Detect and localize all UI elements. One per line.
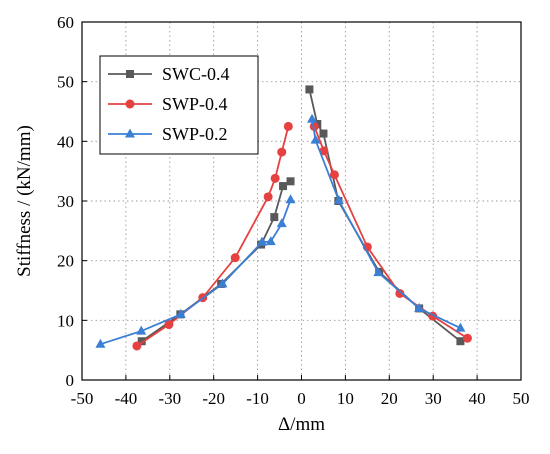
data-point (333, 194, 344, 204)
data-point (279, 182, 288, 191)
data-point (395, 288, 405, 298)
series-line (136, 126, 290, 347)
data-point (95, 338, 106, 348)
data-point (265, 236, 276, 246)
x-tick-label: 50 (513, 389, 530, 408)
legend-label: SWP-0.2 (162, 124, 228, 144)
y-axis-title: Stiffness / (kN/mm) (14, 125, 35, 277)
data-point (276, 218, 287, 228)
data-point (456, 337, 465, 346)
x-tick-label: 20 (381, 389, 398, 408)
legend-label: SWP-0.4 (162, 94, 228, 114)
tick-layer: -50 -40 -30 -20 -10 0 10 20 30 40 50 0 10 20 30 40 50 60 (57, 13, 530, 408)
legend-marker (125, 128, 135, 138)
legend-marker (125, 99, 135, 109)
data-point (329, 170, 339, 180)
series-line (311, 119, 461, 329)
x-tick-label: -20 (202, 389, 225, 408)
legend: SWC-0.4 SWP-0.4 SWP-0.2 (99, 55, 259, 155)
series-swp-0-4 (132, 121, 472, 351)
data-point (414, 302, 425, 312)
data-point (373, 267, 384, 277)
x-axis-title: Δ/mm (278, 414, 325, 435)
y-tick-label: 20 (57, 252, 74, 271)
data-point (137, 337, 146, 346)
series-line (141, 180, 292, 342)
data-point (319, 129, 328, 138)
y-tick-label: 0 (66, 371, 75, 390)
data-point (305, 85, 314, 94)
y-tick-label: 30 (57, 192, 74, 211)
data-point (132, 341, 142, 351)
data-point (164, 320, 174, 330)
data-point (277, 147, 287, 157)
x-tick-label: 0 (297, 389, 306, 408)
data-point (263, 192, 273, 202)
legend-marker (126, 70, 134, 78)
data-point (136, 325, 147, 335)
data-point (175, 308, 186, 318)
x-tick-label: 10 (337, 389, 354, 408)
x-tick-label: 40 (469, 389, 486, 408)
y-tick-label: 50 (57, 73, 74, 92)
y-tick-label: 60 (57, 13, 74, 32)
data-point (286, 177, 295, 186)
data-point (270, 213, 279, 222)
data-point (283, 121, 293, 131)
series-swp-0-2 (95, 113, 466, 348)
data-point (256, 236, 267, 246)
data-point (270, 173, 280, 183)
data-point (462, 333, 472, 343)
data-point (285, 194, 296, 204)
legend-label: SWC-0.4 (162, 64, 230, 84)
series-line (308, 89, 461, 342)
x-tick-label: -30 (158, 389, 181, 408)
data-point (319, 146, 329, 156)
x-tick-label: 30 (425, 389, 442, 408)
series-layer (95, 85, 472, 351)
data-point (217, 278, 228, 288)
data-point (307, 113, 318, 123)
data-point (310, 134, 321, 144)
x-tick-label: -50 (71, 389, 94, 408)
data-point (230, 253, 240, 263)
y-tick-label: 40 (57, 132, 74, 151)
series-line (100, 199, 292, 346)
y-tick-label: 10 (57, 311, 74, 330)
data-point (455, 322, 466, 332)
series-line (313, 126, 468, 339)
x-tick-label: -40 (115, 389, 138, 408)
x-tick-label: -10 (246, 389, 269, 408)
